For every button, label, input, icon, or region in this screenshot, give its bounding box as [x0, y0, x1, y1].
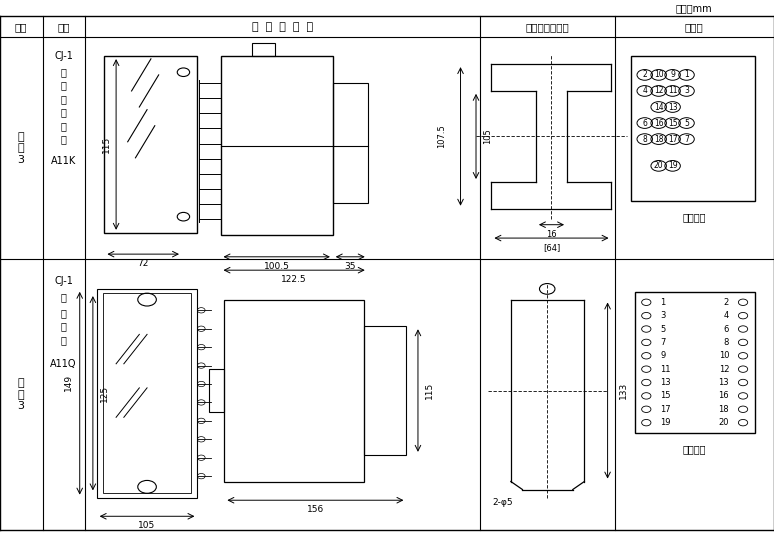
Text: 4: 4	[642, 87, 647, 95]
Text: 14: 14	[654, 103, 663, 111]
Text: 7: 7	[660, 338, 666, 347]
Text: 11: 11	[660, 365, 671, 373]
Text: 9: 9	[660, 351, 666, 360]
Text: 18: 18	[654, 135, 663, 143]
Text: 13: 13	[660, 378, 671, 387]
Text: 12: 12	[654, 87, 663, 95]
Text: 13: 13	[668, 103, 677, 111]
Text: 板: 板	[60, 292, 67, 302]
Text: 16: 16	[654, 119, 663, 127]
Bar	[221, 56, 333, 235]
Text: [64]: [64]	[543, 243, 560, 252]
Text: 嵌: 嵌	[60, 67, 67, 77]
Bar	[252, 43, 275, 56]
Text: 12: 12	[718, 365, 729, 373]
Text: 后: 后	[60, 108, 67, 117]
Text: 6: 6	[642, 119, 647, 127]
Text: 1: 1	[660, 298, 666, 307]
Text: 15: 15	[660, 392, 671, 400]
Bar	[631, 56, 755, 201]
Text: 17: 17	[668, 135, 677, 143]
Text: 前: 前	[60, 308, 67, 318]
Text: 5: 5	[684, 119, 689, 127]
Text: 18: 18	[718, 405, 729, 414]
Text: 72: 72	[138, 259, 149, 268]
Text: 外  形  尺  寸  图: 外 形 尺 寸 图	[252, 22, 313, 32]
Bar	[104, 56, 197, 233]
Text: 11: 11	[668, 87, 677, 95]
Text: （背视）: （背视）	[683, 212, 706, 221]
Text: A11Q: A11Q	[50, 359, 77, 369]
Text: （前视）: （前视）	[683, 445, 707, 454]
Text: 单位：mm: 单位：mm	[676, 3, 712, 13]
Bar	[333, 83, 368, 203]
Text: 105: 105	[483, 128, 492, 144]
Text: 9: 9	[670, 71, 675, 79]
Text: 线: 线	[60, 335, 67, 345]
Text: 2: 2	[724, 298, 729, 307]
Text: 19: 19	[660, 418, 671, 427]
Text: 16: 16	[546, 230, 557, 239]
Text: 8: 8	[724, 338, 729, 347]
Bar	[209, 369, 224, 412]
Text: 6: 6	[724, 325, 729, 333]
Text: 1: 1	[684, 71, 689, 79]
Text: 安装开孔尺寸图: 安装开孔尺寸图	[526, 22, 569, 32]
Text: 17: 17	[660, 405, 671, 414]
Text: 4: 4	[724, 311, 729, 320]
Text: 3: 3	[660, 311, 666, 320]
Text: 20: 20	[654, 162, 663, 170]
Text: 15: 15	[668, 119, 677, 127]
Text: 2: 2	[642, 71, 647, 79]
Text: 13: 13	[718, 378, 729, 387]
Text: 105: 105	[139, 522, 156, 530]
Text: 8: 8	[642, 135, 647, 143]
Bar	[635, 292, 755, 433]
Text: 115: 115	[101, 136, 111, 153]
Text: 线: 线	[60, 134, 67, 144]
Text: 133: 133	[618, 382, 628, 399]
Text: 149: 149	[63, 374, 73, 391]
Text: A11K: A11K	[51, 156, 76, 165]
Text: 35: 35	[344, 262, 356, 271]
Text: 3: 3	[684, 87, 689, 95]
Text: 16: 16	[718, 392, 729, 400]
Text: 122.5: 122.5	[281, 276, 307, 284]
Text: 接: 接	[60, 322, 67, 331]
Text: 10: 10	[654, 71, 663, 79]
Text: 107.5: 107.5	[437, 125, 446, 148]
Bar	[97, 289, 197, 498]
Text: 20: 20	[718, 418, 729, 427]
Text: 附
图
3: 附 图 3	[17, 132, 25, 165]
Text: 入: 入	[60, 81, 67, 90]
Bar	[364, 326, 406, 455]
Text: 附
图
3: 附 图 3	[17, 378, 25, 411]
Text: CJ-1: CJ-1	[54, 276, 73, 286]
Text: 5: 5	[660, 325, 666, 333]
Text: 115: 115	[425, 382, 434, 399]
Text: 10: 10	[718, 351, 729, 360]
Text: 式: 式	[60, 94, 67, 104]
Text: 接: 接	[60, 121, 67, 131]
Text: 156: 156	[307, 506, 324, 514]
Bar	[103, 293, 191, 493]
Text: 结构: 结构	[57, 22, 70, 32]
Text: 125: 125	[100, 385, 109, 402]
Text: CJ-1: CJ-1	[54, 51, 73, 61]
Text: 图号: 图号	[15, 22, 27, 32]
Text: 7: 7	[684, 135, 689, 143]
Text: 19: 19	[668, 162, 677, 170]
Text: 2-φ5: 2-φ5	[493, 499, 513, 507]
Text: 100.5: 100.5	[264, 262, 289, 271]
Bar	[224, 300, 364, 482]
Text: 端子图: 端子图	[685, 22, 704, 32]
